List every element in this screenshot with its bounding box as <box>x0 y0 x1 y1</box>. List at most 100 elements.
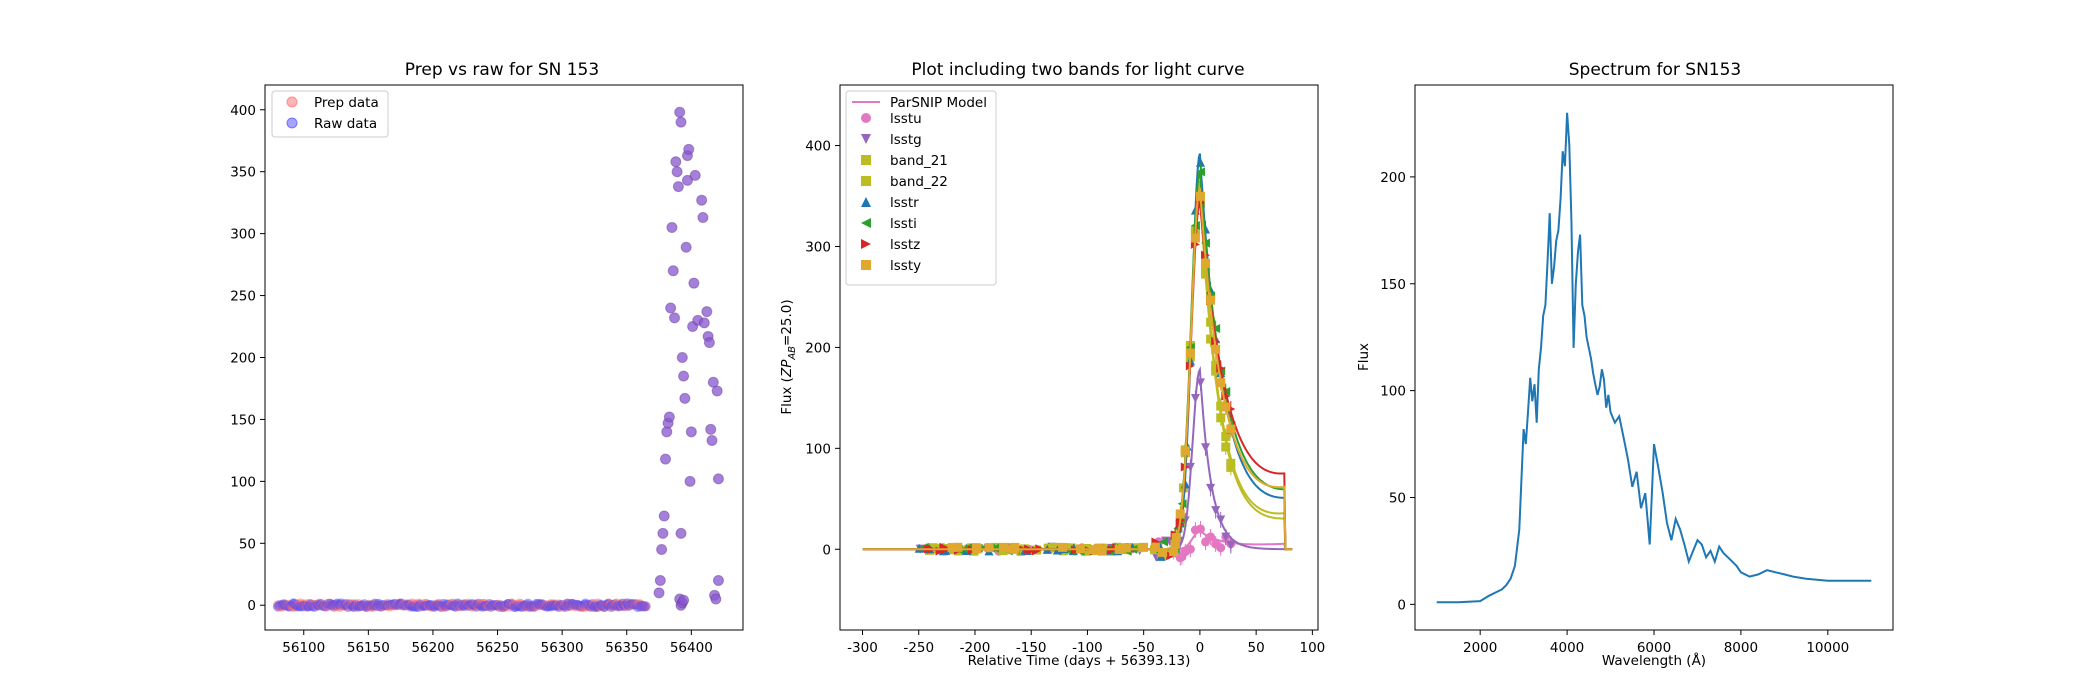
data-point-lsstu <box>1206 532 1216 542</box>
data-point-lssty <box>953 542 963 552</box>
legend-marker-band_22 <box>861 176 871 186</box>
panel-spectrum: Spectrum for SN153 2000 4000 6000 8000 10000… <box>1356 60 1894 669</box>
data-point-lssty <box>947 542 957 552</box>
data-point-band_22 <box>1216 401 1226 411</box>
raw-data-point <box>712 574 724 586</box>
raw-data-point <box>683 143 695 155</box>
x-tick-label: -300 <box>847 640 878 656</box>
data-point-band_22 <box>1133 543 1143 553</box>
raw-data-point <box>685 426 697 438</box>
y-tick-label: 100 <box>1380 384 1406 400</box>
data-point-lssty <box>984 543 994 553</box>
x-tick-label: -250 <box>903 640 934 656</box>
data-point-lssty <box>1093 544 1103 554</box>
x-tick-label: 2000 <box>1463 640 1497 656</box>
data-point-band_21 <box>1206 317 1216 327</box>
x-tick-label: 50 <box>1248 640 1265 656</box>
chart-title-light-curve: Plot including two bands for light curve <box>911 60 1244 80</box>
x-tick-label: 56200 <box>411 640 454 656</box>
x-tick-label: -100 <box>1072 640 1103 656</box>
x-tick-label: 6000 <box>1637 640 1671 656</box>
legend-marker-band_21 <box>861 155 871 165</box>
data-point-lssty <box>1206 295 1216 305</box>
data-point-lsstg <box>1206 483 1216 493</box>
y-tick-label: 150 <box>1380 277 1406 293</box>
raw-data-point <box>670 156 682 168</box>
data-point-lssty <box>1158 547 1168 557</box>
legend-label-lsstz: lsstz <box>890 237 920 253</box>
legend-marker-lsstg <box>861 134 871 144</box>
data-point-lsstg <box>1190 394 1200 404</box>
y-tick-label: 200 <box>230 351 256 367</box>
raw-data-point <box>698 317 710 329</box>
chart-title-prep-vs-raw: Prep vs raw for SN 153 <box>405 60 599 80</box>
raw-data-point <box>659 453 671 465</box>
raw-data-point <box>697 212 709 224</box>
legend-marker-prep-data <box>286 96 298 108</box>
data-point-lssty <box>1180 446 1190 456</box>
y-tick-label: 150 <box>230 412 256 428</box>
legend-marker-lssti <box>861 218 871 228</box>
data-point-lssty <box>1138 542 1148 552</box>
y-tick-label: 50 <box>239 536 256 552</box>
y-tick-label: 0 <box>822 542 831 558</box>
data-point-lssty <box>1058 542 1068 552</box>
legend-marker-lsstr <box>861 197 871 207</box>
x-tick-label: 8000 <box>1724 640 1758 656</box>
raw-data-point <box>671 166 683 178</box>
raw-data-point <box>656 543 668 555</box>
legend-label-parsnip-model: ParSNIP Model <box>890 95 987 111</box>
data-point-lsstg <box>1216 515 1226 525</box>
x-tick-label: 56300 <box>541 640 584 656</box>
data-point-lssty <box>1195 191 1205 201</box>
raw-data-point <box>654 574 666 586</box>
x-axis-label-light-curve: Relative Time (days + 56393.13) <box>968 653 1191 669</box>
data-point-band_22 <box>1016 546 1026 556</box>
data-point-lsstg <box>1226 541 1236 551</box>
data-point-lssty <box>1190 233 1200 243</box>
legend-marker-raw-data <box>286 117 298 129</box>
raw-data-point <box>640 601 651 612</box>
panel-light-curve: Plot including two bands for light curve… <box>779 60 1325 669</box>
axes-frame-prep-vs-raw <box>264 84 744 631</box>
data-point-lssty <box>1221 402 1231 412</box>
data-point-lssty <box>1150 542 1160 552</box>
plot-area-light-curve <box>862 153 1293 566</box>
legend-label-lsstr: lsstr <box>890 195 919 211</box>
data-point-band_22 <box>1201 269 1211 279</box>
data-point-lsstu <box>1185 544 1195 554</box>
raw-data-point <box>705 423 717 435</box>
y-tick-label: 250 <box>230 289 256 305</box>
raw-data-point <box>678 370 690 382</box>
raw-data-point <box>681 174 693 186</box>
y-tick-label: 200 <box>805 340 831 356</box>
y-tick-label: 350 <box>230 165 256 181</box>
raw-data-point <box>674 106 686 118</box>
data-point-lssti <box>1211 323 1221 333</box>
x-tick-label: 56100 <box>282 640 325 656</box>
data-point-lssty <box>1211 344 1221 354</box>
x-tick-label: 56400 <box>670 640 713 656</box>
raw-data-point <box>676 352 688 363</box>
y-tick-label: 50 <box>1389 490 1406 506</box>
panel-prep-vs-raw: Prep vs raw for SN 153 56100 56150 56200 56… <box>230 60 744 656</box>
legend-label-prep-data: Prep data <box>314 95 379 111</box>
raw-data-point <box>701 306 713 318</box>
y-axis-label-spectrum: Flux <box>1356 343 1372 371</box>
y-tick-label: 100 <box>805 441 831 457</box>
legend-label-lsstu: lsstu <box>890 111 922 127</box>
legend-label-lssti: lssti <box>890 216 917 232</box>
raw-data-point <box>679 392 691 404</box>
data-point-lsstu <box>1216 543 1226 553</box>
axis-ticks-prep-vs-raw: 56100 56150 56200 56250 56300 56350 56400 0 50 10… <box>230 103 713 656</box>
legend-marker-lsstu <box>861 113 871 123</box>
data-point-lssty <box>1075 544 1085 554</box>
y-tick-label: 300 <box>230 227 256 243</box>
data-point-lssty <box>1169 547 1179 557</box>
y-tick-label: 0 <box>247 598 256 614</box>
y-tick-label: 400 <box>805 139 831 155</box>
data-point-lssty <box>1216 378 1226 388</box>
data-point-lssty <box>1121 543 1131 553</box>
x-tick-label: -50 <box>1133 640 1155 656</box>
y-tick-label: 0 <box>1397 597 1406 613</box>
